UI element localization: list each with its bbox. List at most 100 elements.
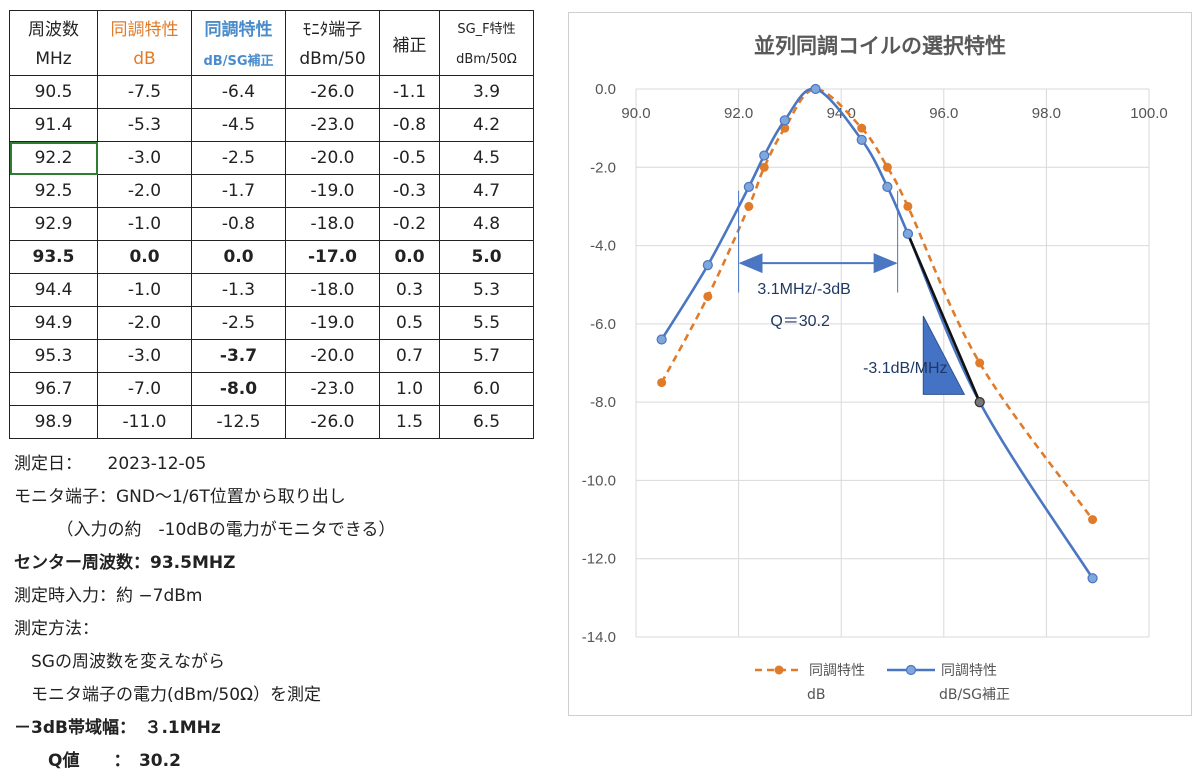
cell-monitor[interactable]: -20.0 [285,339,380,373]
cell-sgf[interactable]: 5.7 [439,339,534,373]
cell-sgf[interactable]: 5.5 [439,306,534,340]
cell-monitor[interactable]: -20.0 [285,141,380,175]
cell-tuning-sg[interactable]: -1.7 [191,174,286,208]
cell-monitor[interactable]: -26.0 [285,75,380,109]
cell-tuning-sg[interactable]: -0.8 [191,207,286,241]
table-row: 96.7 -7.0 -8.0 -23.0 1.0 6.0 [9,372,534,406]
cell-tuning-db[interactable]: -7.0 [97,372,192,406]
header-row-1: 周波数 同調特性 同調特性 ﾓﾆﾀ端子 補正 SG_F特性 [9,10,534,76]
cell-tuning-db[interactable]: -3.0 [97,339,192,373]
cell-tuning-sg[interactable]: -4.5 [191,108,286,142]
header-sgf-unit: dBm/50Ω [439,43,534,76]
cell-freq[interactable]: 91.4 [9,108,98,142]
y-tick-label: -6.0 [590,316,616,333]
cell-tuning-db[interactable]: -2.0 [97,306,192,340]
cell-sgf[interactable]: 3.9 [439,75,534,109]
chart-title: 並列同調コイルの選択特性 [754,34,1006,58]
legend-marker-db [774,665,784,675]
table-row: 91.4 -5.3 -4.5 -23.0 -0.8 4.2 [9,108,534,142]
cell-tuning-db[interactable]: -3.0 [97,141,192,175]
data-point-sg [779,115,790,126]
y-tick-label: -10.0 [582,472,616,489]
cell-correction[interactable]: -0.2 [379,207,440,241]
cell-tuning-db[interactable]: -7.5 [97,75,192,109]
cell-sgf[interactable]: 4.7 [439,174,534,208]
cell-monitor[interactable]: -23.0 [285,108,380,142]
cell-sgf[interactable]: 4.5 [439,141,534,175]
cell-tuning-sg[interactable]: -8.0 [191,372,286,406]
cell-tuning-sg[interactable]: -12.5 [191,405,286,439]
cell-monitor[interactable]: -18.0 [285,207,380,241]
cell-correction[interactable]: 0.0 [379,240,440,274]
cell-correction[interactable]: 0.7 [379,339,440,373]
slope-segment [906,233,981,403]
note-line: 測定時入力：約 −7dBm [14,586,203,606]
cell-tuning-sg[interactable]: -1.3 [191,273,286,307]
cell-tuning-sg[interactable]: -2.5 [191,141,286,175]
data-point-sg [702,260,713,271]
cell-tuning-db[interactable]: -5.3 [97,108,192,142]
header-correction: 補正 [379,10,440,76]
cell-sgf[interactable]: 4.8 [439,207,534,241]
data-point-sg [743,181,754,192]
cell-correction[interactable]: -0.3 [379,174,440,208]
cell-monitor[interactable]: -17.0 [285,240,380,274]
header-tuning-db-unit: dB [97,43,192,76]
cell-freq[interactable]: 94.4 [9,273,98,307]
cell-tuning-sg[interactable]: -6.4 [191,75,286,109]
note-line: センター周波数：93.5MHZ [14,553,236,573]
cell-correction[interactable]: 0.5 [379,306,440,340]
cell-correction[interactable]: 0.3 [379,273,440,307]
data-point-db [744,201,754,211]
table-row: 93.5 0.0 0.0 -17.0 0.0 5.0 [9,240,534,274]
data-point-sg [882,181,893,192]
cell-correction[interactable]: 1.5 [379,405,440,439]
cell-tuning-db[interactable]: -1.0 [97,207,192,241]
x-tick-label: 90.0 [621,105,650,122]
notes-block: 測定日： 2023-12-05 モニタ端子：GND～1/6T位置から取り出し （入… [14,448,544,778]
cell-freq[interactable]: 92.9 [9,207,98,241]
cell-sgf[interactable]: 6.0 [439,372,534,406]
cell-monitor[interactable]: -19.0 [285,174,380,208]
data-point-db [703,291,713,301]
cell-tuning-db[interactable]: 0.0 [97,240,192,274]
data-point-sg [856,134,867,145]
table-row: 94.4 -1.0 -1.3 -18.0 0.3 5.3 [9,273,534,307]
cell-monitor[interactable]: -26.0 [285,405,380,439]
cell-freq[interactable]: 92.2 [9,141,98,175]
cell-correction[interactable]: -1.1 [379,75,440,109]
cell-freq[interactable]: 92.5 [9,174,98,208]
cell-sgf[interactable]: 6.5 [439,405,534,439]
cell-monitor[interactable]: -18.0 [285,273,380,307]
header-row-2: MHz dB dB/SG補正 dBm/50 dBm/50Ω [9,43,534,76]
cell-tuning-sg[interactable]: 0.0 [191,240,286,274]
legend-label-db: 同調特性 [809,663,865,679]
header-monitor-unit: dBm/50 [285,43,380,76]
data-point-sg [1087,573,1098,584]
cell-tuning-db[interactable]: -1.0 [97,273,192,307]
cell-freq[interactable]: 96.7 [9,372,98,406]
cell-monitor[interactable]: -19.0 [285,306,380,340]
cell-monitor[interactable]: -23.0 [285,372,380,406]
cell-tuning-sg[interactable]: -2.5 [191,306,286,340]
cell-freq[interactable]: 90.5 [9,75,98,109]
cell-freq[interactable]: 95.3 [9,339,98,373]
cell-sgf[interactable]: 5.3 [439,273,534,307]
note-line: 測定方法： [14,619,99,639]
cell-correction[interactable]: -0.5 [379,141,440,175]
cell-correction[interactable]: 1.0 [379,372,440,406]
cell-tuning-db[interactable]: -2.0 [97,174,192,208]
data-point-db [759,162,769,172]
data-point-db [975,358,985,368]
cell-tuning-db[interactable]: -11.0 [97,405,192,439]
cell-correction[interactable]: -0.8 [379,108,440,142]
cell-sgf[interactable]: 5.0 [439,240,534,274]
cell-freq[interactable]: 93.5 [9,240,98,274]
y-tick-label: -12.0 [582,551,616,568]
cell-freq[interactable]: 94.9 [9,306,98,340]
cell-freq[interactable]: 98.9 [9,405,98,439]
cell-sgf[interactable]: 4.2 [439,108,534,142]
cell-tuning-sg[interactable]: -3.7 [191,339,286,373]
data-point-sg [656,334,667,345]
